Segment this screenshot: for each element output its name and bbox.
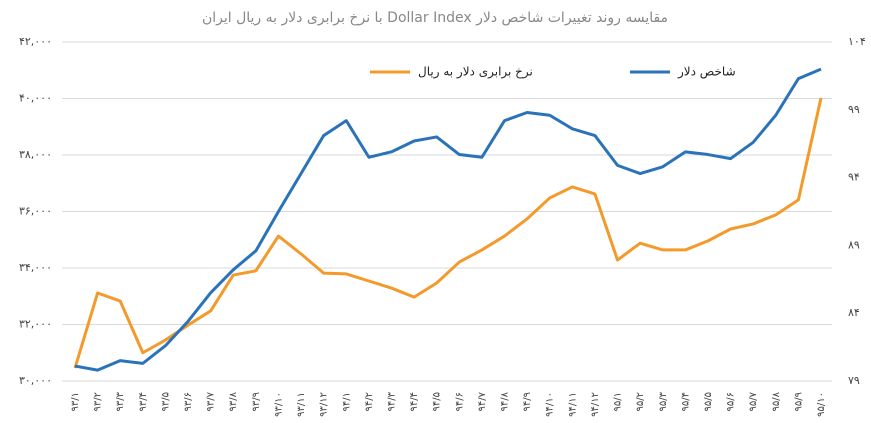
x-tick-label: ۹۳/۴ bbox=[138, 392, 149, 411]
x-tick-label: ۹۵/۵ bbox=[703, 392, 714, 411]
x-tick-label: ۹۳/۱۰ bbox=[273, 392, 284, 417]
x-tick-label: ۹۳/۱ bbox=[70, 392, 81, 411]
x-tick-label: ۹۳/۹ bbox=[251, 392, 262, 411]
legend-label: نرخ برابری دلار به ریال bbox=[418, 65, 533, 80]
y-tick-label: ۳۶,۰۰۰ bbox=[19, 205, 52, 218]
x-tick-label: ۹۳/۳ bbox=[115, 391, 126, 411]
x-tick-label: ۹۴/۴ bbox=[409, 392, 420, 411]
x-tick-label: ۹۴/۵ bbox=[432, 392, 443, 411]
x-tick-label: ۹۵/۸ bbox=[771, 391, 782, 411]
x-tick-label: ۹۴/۹ bbox=[522, 392, 533, 411]
x-tick-label: ۹۵/۳ bbox=[658, 391, 669, 411]
y2-tick-label: ۷۹ bbox=[848, 374, 860, 387]
x-tick-label: ۹۳/۷ bbox=[206, 391, 217, 411]
x-tick-label: ۹۳/۱۱ bbox=[296, 392, 307, 417]
x-tick-label: ۹۴/۲ bbox=[364, 392, 375, 411]
x-tick-label: ۹۳/۵ bbox=[160, 392, 171, 411]
x-tick-label: ۹۵/۷ bbox=[748, 391, 759, 411]
x-tick-label: ۹۴/۱ bbox=[341, 392, 352, 411]
series-line bbox=[74, 67, 822, 372]
y-tick-label: ۴۰,۰۰۰ bbox=[19, 92, 52, 105]
x-tick-label: ۹۳/۸ bbox=[228, 391, 239, 411]
y2-tick-label: ۸۹ bbox=[848, 238, 860, 251]
x-tick-label: ۹۵/۱ bbox=[613, 392, 624, 411]
x-tick-label: ۹۳/۱۲ bbox=[319, 392, 330, 417]
x-tick-label: ۹۳/۲ bbox=[93, 392, 104, 411]
x-tick-label: ۹۵/۲ bbox=[635, 392, 646, 411]
x-tick-label: ۹۵/۹ bbox=[793, 392, 804, 411]
y2-tick-label: ۸۴ bbox=[848, 306, 860, 319]
y2-tick-label: ۹۹ bbox=[848, 103, 860, 116]
y-tick-label: ۳۸,۰۰۰ bbox=[19, 148, 52, 161]
x-tick-label: ۹۴/۳ bbox=[386, 391, 397, 411]
legend-label: شاخص دلار bbox=[677, 65, 736, 80]
x-tick-label: ۹۴/۱۲ bbox=[590, 392, 601, 417]
x-tick-label: ۹۴/۶ bbox=[454, 392, 465, 411]
x-tick-label: ۹۴/۱۰ bbox=[545, 392, 556, 417]
y2-tick-label: ۱۰۴ bbox=[848, 35, 866, 48]
x-tick-label: ۹۴/۸ bbox=[500, 391, 511, 411]
x-tick-label: ۹۳/۶ bbox=[183, 392, 194, 411]
x-tick-label: ۹۴/۷ bbox=[477, 391, 488, 411]
x-tick-label: ۹۵/۱۰ bbox=[816, 392, 827, 417]
x-tick-label: ۹۴/۱۱ bbox=[567, 392, 578, 417]
x-tick-label: ۹۵/۴ bbox=[680, 392, 691, 411]
chart-title: مقایسه روند تغییرات شاخص دلار Dollar Ind… bbox=[202, 10, 668, 26]
y-tick-label: ۳۰,۰۰۰ bbox=[19, 374, 52, 387]
y-tick-label: ۳۴,۰۰۰ bbox=[19, 261, 52, 274]
y-tick-label: ۳۲,۰۰۰ bbox=[19, 318, 52, 331]
x-tick-label: ۹۵/۶ bbox=[726, 392, 737, 411]
series-line bbox=[73, 97, 823, 369]
y2-tick-label: ۹۴ bbox=[848, 171, 860, 184]
y-tick-label: ۴۲,۰۰۰ bbox=[19, 35, 52, 48]
